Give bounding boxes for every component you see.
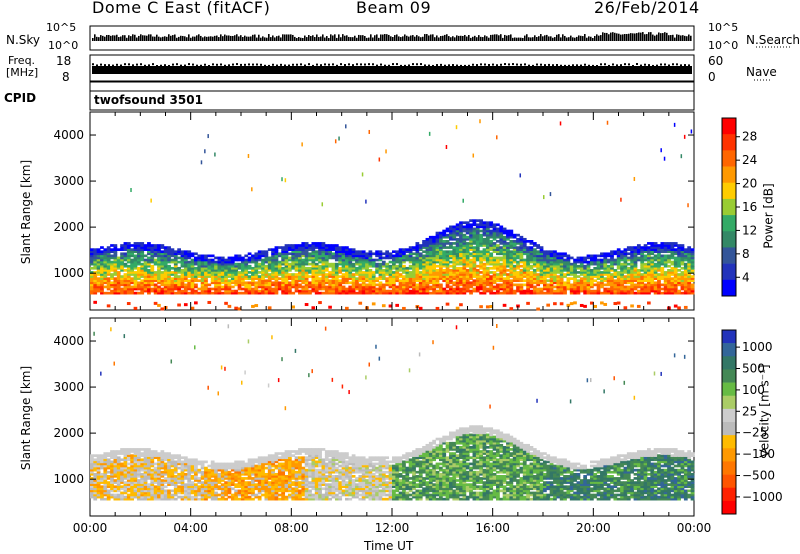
power-axes: 1000 2000 3000 4000 <box>53 112 695 310</box>
colorbar-tick-label: 24 <box>742 153 757 167</box>
power-colorbar: 28 24 20 16 12 8 4 <box>721 117 757 297</box>
velocity-colorbar: 1000 500 100 25 −25 −100 −500 −1000 <box>721 329 783 515</box>
freq-unit: [MHz] <box>6 66 39 79</box>
colorbar-tick-label: 1000 <box>742 340 773 354</box>
nave-label: Nave <box>746 65 777 79</box>
colorbar-tick-label: 12 <box>742 223 757 237</box>
xtick-label: 00:00 <box>73 521 108 535</box>
power-colorbar-label: Power [dB] <box>761 183 776 249</box>
freq-label: Freq. <box>8 54 36 67</box>
velocity-axes: 1000 2000 3000 4000 00:00 04:00 08:00 12:00 16:0… <box>53 318 711 535</box>
cpid-value: twofsound 3501 <box>94 93 203 107</box>
xtick-label: 00:00 <box>677 521 712 535</box>
colorbar-tick-label: 28 <box>742 130 757 144</box>
nsky-label: N.Sky <box>6 33 41 47</box>
colorbar-tick-label: −1000 <box>742 490 783 504</box>
colorbar-tick-label: 8 <box>742 247 750 261</box>
velocity-heatmap <box>90 323 695 501</box>
xtick-label: 20:00 <box>576 521 611 535</box>
freq-panel-frame <box>89 54 695 82</box>
nsearch-tick-bottom: 10^0 <box>708 39 739 52</box>
xtick-label: 04:00 <box>173 521 208 535</box>
freq-tick-top: 18 <box>56 54 72 68</box>
x-axis-label: Time UT <box>364 539 414 553</box>
colorbar-tick-label: 16 <box>742 200 757 214</box>
colorbar-tick-label: 100 <box>742 383 765 397</box>
velocity-ylabel: Slant Range [km] <box>19 365 34 471</box>
nsky-tick-top: 10^5 <box>46 21 77 34</box>
nsky-tick-bottom: 10^0 <box>48 39 79 52</box>
nsky-panel-frame <box>89 25 695 51</box>
xtick-label: 12:00 <box>375 521 410 535</box>
nave-tick-bottom: 0 <box>708 70 716 84</box>
power-heatmap <box>90 119 695 311</box>
freq-tick-bottom: 8 <box>62 70 70 84</box>
colorbar-tick-label: −25 <box>742 426 767 440</box>
cpid-label: CPID <box>4 91 37 105</box>
ytick-label: 4000 <box>53 334 84 348</box>
colorbar-tick-label: 4 <box>742 270 750 284</box>
beam-title: Beam 09 <box>356 0 432 17</box>
nave-tick-top: 60 <box>708 54 724 68</box>
freq-trace <box>92 63 692 74</box>
date-title: 26/Feb/2014 <box>594 0 700 17</box>
nsearch-label: N.Search <box>746 33 800 47</box>
ytick-label: 3000 <box>53 380 84 394</box>
xtick-label: 08:00 <box>274 521 309 535</box>
nsky-trace <box>92 32 692 41</box>
ytick-label: 1000 <box>53 472 84 486</box>
power-ylabel: Slant Range [km] <box>19 159 34 265</box>
ytick-label: 3000 <box>53 174 84 188</box>
velocity-colorbar-label: Velocity [m s⁻¹] <box>757 364 772 458</box>
xtick-label: 16:00 <box>475 521 510 535</box>
ytick-label: 2000 <box>53 426 84 440</box>
colorbar-tick-label: −100 <box>742 447 775 461</box>
colorbar-tick-label: 20 <box>742 177 757 191</box>
ytick-label: 4000 <box>53 128 84 142</box>
colorbar-tick-label: −500 <box>742 468 775 482</box>
ytick-label: 1000 <box>53 266 84 280</box>
cpid-panel-frame <box>89 81 695 111</box>
station-title: Dome C East (fitACF) <box>92 0 271 17</box>
colorbar-tick-label: 500 <box>742 362 765 376</box>
colorbar-tick-label: 25 <box>742 404 757 418</box>
nsearch-tick-top: 10^5 <box>708 21 739 34</box>
ytick-label: 2000 <box>53 220 84 234</box>
